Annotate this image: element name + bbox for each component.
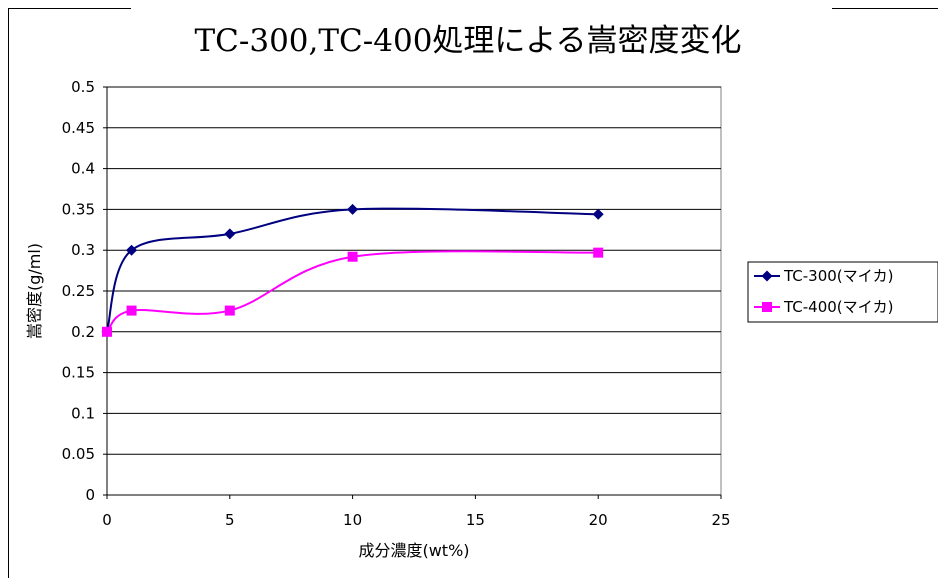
y-tick-labels: 0 0.05 0.1 0.15 0.2 0.25 0.3 0.35 0.4 0.45 0.5: [62, 78, 107, 504]
data-point: [593, 247, 604, 258]
legend-label: TC-400(マイカ): [783, 298, 894, 316]
series-layer: [101, 203, 604, 338]
data-point: [347, 251, 358, 262]
data-point: [224, 305, 235, 316]
data-point: [102, 326, 112, 337]
y-tick-label: 0.5: [71, 78, 95, 96]
x-tick-label: 15: [466, 511, 485, 529]
x-axis-title: 成分濃度(wt%): [358, 541, 469, 560]
frame-left-border: [8, 8, 9, 578]
x-tick-labels: 0 5 10 15 20 25: [102, 495, 731, 529]
y-tick-label: 0.2: [71, 323, 95, 341]
y-tick-label: 0.4: [71, 160, 95, 178]
y-tick-label: 0.25: [62, 282, 95, 300]
data-point: [126, 305, 137, 316]
y-tick-label: 0.15: [62, 364, 95, 382]
y-tick-label: 0: [85, 486, 95, 504]
gridlines: [107, 86, 721, 455]
x-tick-label: 25: [711, 511, 730, 529]
frame-top-right-line: [832, 8, 938, 9]
y-tick-label: 0.35: [62, 200, 95, 218]
legend-box: [747, 261, 938, 323]
x-tick-label: 5: [225, 511, 235, 529]
title-background: [132, 0, 831, 60]
legend: TC-300(マイカ) TC-400(マイカ): [754, 267, 894, 316]
series-2: [102, 247, 604, 337]
data-point: [347, 203, 359, 215]
series-line: [106, 207, 599, 333]
y-tick-label: 0.1: [71, 404, 95, 422]
data-point: [126, 244, 138, 256]
frame-top-left-line: [8, 8, 131, 9]
x-tick-label: 0: [102, 511, 112, 529]
y-tick-label: 0.05: [62, 445, 95, 463]
y-tick-label: 0.45: [62, 119, 95, 137]
legend-marker: [762, 302, 772, 312]
data-point: [224, 228, 236, 240]
y-tick-label: 0.3: [71, 241, 95, 259]
x-tick-label: 10: [343, 511, 362, 529]
x-tick-label: 20: [589, 511, 608, 529]
data-point: [592, 208, 604, 220]
y-axis-title: 嵩密度(g/ml): [25, 243, 44, 339]
chart-title: TC-300,TC-400処理による嵩密度変化: [194, 23, 741, 59]
legend-label: TC-300(マイカ): [783, 267, 894, 285]
legend-marker: [761, 270, 773, 282]
